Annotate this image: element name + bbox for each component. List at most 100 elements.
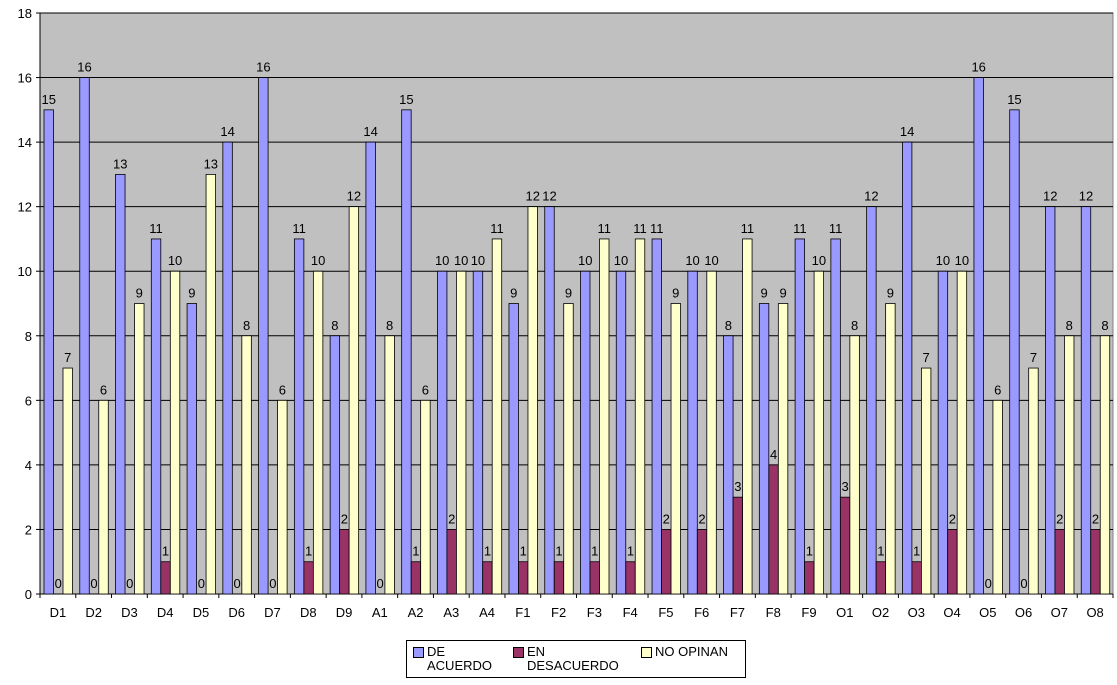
bar-f6-s0 <box>687 270 698 595</box>
bar-d1-s2 <box>62 367 73 595</box>
bar-o1-s2 <box>849 335 860 595</box>
plot-area <box>39 12 1114 595</box>
data-label-d2-s2: 6 <box>100 382 107 397</box>
bar-f2-s0 <box>544 206 555 595</box>
bar-a1-s0 <box>365 141 376 595</box>
data-label-f1-s0: 9 <box>510 286 517 301</box>
data-label-a1-s0: 14 <box>363 124 377 139</box>
data-label-f3-s0: 10 <box>578 253 592 268</box>
data-label-d3-s1: 0 <box>126 576 133 591</box>
legend-item-no-opinan: NO OPINAN <box>641 645 728 659</box>
x-tick-label-a2: A2 <box>408 605 424 620</box>
x-tick-label-o7: O7 <box>1051 605 1068 620</box>
data-label-d7-s1: 0 <box>269 576 276 591</box>
bar-d3-s0 <box>115 173 126 595</box>
bar-f1-s0 <box>508 303 519 595</box>
bar-f4-s0 <box>615 270 627 595</box>
data-label-d8-s1: 1 <box>305 544 312 559</box>
x-tick-label-d2: D2 <box>85 605 102 620</box>
data-label-d2-s1: 0 <box>90 576 97 591</box>
bar-d2-s0 <box>79 77 90 595</box>
bar-o6-s2 <box>1028 367 1039 595</box>
bar-o7-s0 <box>1045 206 1056 595</box>
data-label-f8-s0: 9 <box>760 286 767 301</box>
x-tick-label-a3: A3 <box>443 605 459 620</box>
bar-a4-s0 <box>472 270 484 595</box>
data-label-a1-s2: 8 <box>386 318 393 333</box>
data-label-o3-s2: 7 <box>923 350 930 365</box>
y-tick-label: 10 <box>18 264 32 279</box>
bar-f2-s2 <box>563 303 574 595</box>
data-label-o4-s1: 2 <box>949 511 956 526</box>
x-tick-label-d4: D4 <box>157 605 174 620</box>
data-label-f5-s0: 11 <box>650 221 664 236</box>
x-tick-label-d1: D1 <box>50 605 67 620</box>
bar-f4-s1 <box>625 561 636 595</box>
data-label-o2-s1: 1 <box>877 544 884 559</box>
data-label-d6-s2: 8 <box>243 318 250 333</box>
bar-f6-s2 <box>706 270 717 595</box>
data-label-d2-s0: 16 <box>77 60 91 75</box>
data-label-f7-s0: 8 <box>725 318 732 333</box>
bar-d3-s2 <box>134 303 145 595</box>
bar-d1-s0 <box>43 109 54 595</box>
legend-swatch-en-desacuerdo <box>513 647 524 658</box>
data-label-o2-s0: 12 <box>864 189 878 204</box>
data-label-o4-s0: 10 <box>936 253 950 268</box>
legend-label-en-desacuerdo: EN DESACUERDO <box>527 644 619 673</box>
x-tick-label-d5: D5 <box>193 605 210 620</box>
x-tick-label-o4: O4 <box>943 605 960 620</box>
data-label-f8-s2: 9 <box>779 286 786 301</box>
data-label-f2-s1: 1 <box>555 544 562 559</box>
data-label-d1-s2: 7 <box>64 350 71 365</box>
data-label-d1-s0: 15 <box>42 92 56 107</box>
legend-swatch-de-acuerdo <box>413 647 424 658</box>
data-label-o1-s1: 3 <box>841 479 848 494</box>
data-label-f4-s0: 10 <box>614 253 628 268</box>
bar-d7-s2 <box>277 399 288 595</box>
bar-chart: 0246810121416181507D11606D21309D311110D4… <box>18 6 1114 620</box>
data-label-d4-s1: 1 <box>162 544 169 559</box>
data-label-f5-s2: 9 <box>672 286 679 301</box>
bar-f3-s0 <box>580 270 591 595</box>
bar-f7-s0 <box>723 335 734 595</box>
bar-o7-s1 <box>1054 529 1065 595</box>
data-label-f6-s0: 10 <box>685 253 699 268</box>
bar-d4-s2 <box>169 270 181 595</box>
bar-o4-s0 <box>937 270 949 595</box>
data-label-d5-s1: 0 <box>198 576 205 591</box>
data-label-o2-s2: 9 <box>887 286 894 301</box>
data-label-o7-s2: 8 <box>1066 318 1073 333</box>
bar-d9-s2 <box>348 206 360 595</box>
data-label-o1-s0: 11 <box>829 221 843 236</box>
data-label-o1-s2: 8 <box>851 318 858 333</box>
bar-f7-s1 <box>732 496 743 595</box>
data-label-f8-s1: 4 <box>770 447 777 462</box>
data-label-o6-s2: 7 <box>1030 350 1037 365</box>
bar-o7-s2 <box>1064 335 1075 595</box>
x-tick-label-o5: O5 <box>979 605 996 620</box>
x-tick-label-f1: F1 <box>515 605 530 620</box>
data-label-o6-s0: 15 <box>1007 92 1021 107</box>
data-label-d6-s1: 0 <box>233 576 240 591</box>
bar-a4-s1 <box>482 561 493 595</box>
bar-d6-s2 <box>241 335 252 595</box>
data-label-o3-s1: 1 <box>913 544 920 559</box>
data-label-f6-s1: 2 <box>698 511 705 526</box>
bar-o5-s0 <box>973 77 984 595</box>
data-label-o5-s0: 16 <box>971 60 985 75</box>
x-tick-label-f4: F4 <box>623 605 638 620</box>
data-label-f6-s2: 10 <box>704 253 718 268</box>
y-tick-label: 0 <box>25 587 32 602</box>
y-tick-label: 6 <box>25 393 32 408</box>
bar-d5-s0 <box>186 303 197 595</box>
data-label-o5-s2: 6 <box>994 382 1001 397</box>
data-label-f4-s2: 11 <box>633 221 647 236</box>
data-label-f1-s1: 1 <box>520 544 527 559</box>
data-label-d8-s0: 11 <box>292 221 306 236</box>
legend-item-de-acuerdo: DE ACUERDO <box>413 645 492 673</box>
bar-a2-s2 <box>420 399 431 595</box>
x-tick-label-o8: O8 <box>1086 605 1103 620</box>
x-tick-label-f2: F2 <box>551 605 566 620</box>
bar-f8-s2 <box>777 303 789 595</box>
